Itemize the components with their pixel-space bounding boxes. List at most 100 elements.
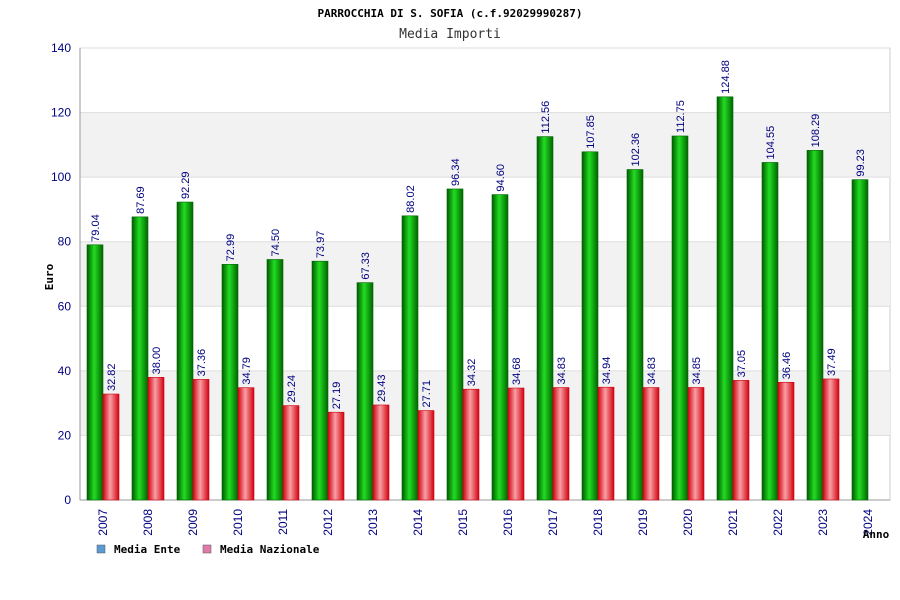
x-tick-label: 2010 [231, 509, 245, 536]
bar-media-nazionale [687, 387, 705, 501]
x-tick-label: 2022 [771, 509, 785, 536]
bar-media-nazionale [192, 379, 210, 501]
legend-swatch-media-nazionale [202, 544, 212, 554]
bar-media-nazionale [102, 393, 120, 501]
data-label: 34.68 [511, 358, 523, 386]
data-label: 124.88 [720, 60, 732, 94]
data-label: 112.56 [540, 101, 552, 134]
bar-media-nazionale [327, 411, 345, 501]
data-label: 72.99 [225, 234, 237, 262]
data-label: 38.00 [151, 347, 163, 375]
y-tick-label: 140 [51, 41, 71, 55]
y-tick-label: 40 [58, 364, 72, 378]
y-tick-label: 20 [58, 428, 72, 442]
data-label: 73.97 [315, 231, 327, 259]
grid-band [80, 241, 890, 307]
bar-media-nazionale [237, 387, 255, 501]
data-label: 34.85 [691, 357, 703, 385]
data-label: 92.29 [180, 172, 192, 200]
data-label: 107.85 [585, 115, 597, 149]
legend-swatch-media-ente [96, 544, 106, 554]
data-label: 34.94 [601, 357, 613, 385]
x-tick-label: 2007 [96, 509, 110, 536]
bar-media-ente [761, 162, 779, 501]
bar-media-ente [626, 169, 644, 501]
x-axis-ticks: 2007 2008 2009 2010 2011 2012 2013 2014 2015 2016… [96, 509, 875, 536]
data-label: 34.79 [241, 357, 253, 385]
bar-media-ente [806, 150, 824, 501]
bar-media-nazionale [282, 405, 300, 501]
data-label: 102.36 [630, 133, 642, 167]
bar-media-ente [176, 201, 194, 501]
x-tick-label: 2012 [321, 509, 335, 536]
bar-media-ente [671, 135, 689, 501]
bar-media-nazionale [507, 387, 525, 501]
bar-media-ente [581, 151, 599, 501]
bar-media-nazionale [552, 387, 570, 501]
data-label: 104.55 [765, 126, 777, 160]
data-label: 36.46 [781, 352, 793, 380]
bar-media-nazionale [642, 387, 660, 501]
y-axis-ticks: 0 20 40 60 80 100 120 140 [51, 41, 71, 507]
y-axis-title: Euro [43, 263, 56, 290]
data-label: 88.02 [405, 185, 417, 213]
legend-label-media-nazionale: Media Nazionale [220, 543, 320, 556]
bar-media-ente [851, 179, 869, 501]
x-tick-label: 2013 [366, 509, 380, 536]
grid-band [80, 112, 890, 178]
data-label: 27.71 [421, 380, 433, 408]
x-axis-title: Anno [863, 528, 890, 541]
bar-media-nazionale [372, 404, 390, 501]
bar-media-ente [221, 264, 239, 501]
bar-media-ente [131, 216, 149, 501]
chart-title: PARROCCHIA DI S. SOFIA (c.f.92029990287) [318, 7, 583, 20]
x-tick-label: 2008 [141, 509, 155, 536]
x-tick-label: 2019 [636, 509, 650, 536]
grid-band [80, 370, 890, 436]
data-label: 99.23 [855, 149, 867, 177]
data-label: 37.05 [736, 350, 748, 378]
bar-media-ente [311, 260, 329, 501]
bar-media-nazionale [462, 388, 480, 501]
data-label: 32.82 [106, 364, 118, 392]
y-tick-label: 120 [51, 106, 71, 120]
bar-media-ente [356, 282, 374, 501]
data-label: 108.29 [810, 114, 822, 148]
data-label: 87.69 [135, 186, 147, 214]
data-label: 79.04 [90, 214, 102, 242]
data-label: 29.24 [286, 375, 298, 403]
x-tick-label: 2011 [276, 509, 290, 535]
data-label: 34.83 [646, 357, 658, 385]
x-tick-label: 2021 [726, 509, 740, 536]
bar-media-nazionale [822, 378, 840, 501]
y-tick-label: 0 [64, 493, 71, 507]
chart-subtitle: Media Importi [399, 27, 501, 42]
x-tick-label: 2020 [681, 509, 695, 536]
data-label: 37.36 [196, 349, 208, 377]
bar-media-nazionale [417, 410, 435, 501]
data-label: 34.32 [466, 359, 478, 387]
data-label: 96.34 [450, 158, 462, 186]
data-label: 29.43 [376, 374, 388, 402]
x-tick-label: 2017 [546, 509, 560, 536]
legend: Media Ente Media Nazionale [96, 543, 320, 556]
y-tick-label: 80 [58, 235, 72, 249]
grid [79, 47, 891, 501]
bar-media-nazionale [147, 377, 165, 501]
bar-media-nazionale [777, 381, 795, 501]
x-tick-label: 2024 [861, 509, 875, 536]
y-tick-label: 100 [51, 170, 71, 184]
data-label: 27.19 [331, 382, 343, 410]
bar-media-ente [266, 259, 284, 501]
data-labels: 79.04 32.82 87.69 38.00 92.29 37.36 72.99 34.79… [90, 60, 867, 409]
data-label: 74.50 [270, 229, 282, 257]
bar-media-ente [446, 188, 464, 501]
bar-media-ente [716, 96, 734, 501]
data-label: 34.83 [556, 357, 568, 385]
bar-media-nazionale [597, 386, 615, 501]
x-tick-label: 2018 [591, 509, 605, 536]
y-tick-label: 60 [58, 299, 72, 313]
bar-media-ente [86, 244, 104, 501]
bar-media-ente [491, 194, 509, 501]
